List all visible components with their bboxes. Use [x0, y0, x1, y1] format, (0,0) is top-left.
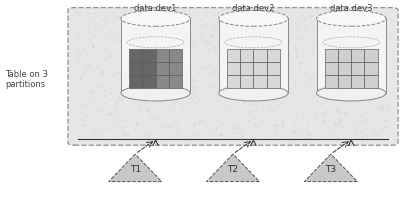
Bar [364, 62, 378, 75]
Text: Table on 3
partitions: Table on 3 partitions [5, 70, 47, 89]
Ellipse shape [121, 85, 190, 101]
Bar [338, 62, 351, 75]
Bar [325, 75, 338, 88]
Bar [169, 62, 182, 75]
Bar [325, 62, 338, 75]
Ellipse shape [219, 85, 288, 101]
Bar [169, 49, 182, 62]
Text: data dev3: data dev3 [330, 5, 373, 13]
Text: data dev1: data dev1 [135, 5, 177, 13]
Bar [240, 75, 254, 88]
Bar [169, 75, 182, 88]
Polygon shape [304, 154, 357, 182]
Text: T3: T3 [325, 165, 337, 174]
Polygon shape [207, 154, 260, 182]
Bar [317, 18, 386, 93]
Bar [240, 49, 254, 62]
Bar [155, 49, 169, 62]
Bar [142, 49, 155, 62]
Text: T2: T2 [227, 165, 238, 174]
Polygon shape [109, 154, 162, 182]
Bar [155, 75, 169, 88]
Ellipse shape [317, 10, 386, 26]
Bar [267, 62, 280, 75]
Bar [219, 18, 288, 93]
Bar [364, 49, 378, 62]
Text: T1: T1 [130, 165, 141, 174]
Bar [351, 62, 364, 75]
Bar [338, 49, 351, 62]
Bar [267, 49, 280, 62]
Text: data dev2: data dev2 [232, 5, 274, 13]
Bar [254, 62, 267, 75]
Bar [155, 62, 169, 75]
Bar [129, 75, 142, 88]
Bar [121, 18, 190, 93]
Ellipse shape [219, 10, 288, 26]
Ellipse shape [121, 10, 190, 26]
Bar [129, 49, 142, 62]
Bar [254, 75, 267, 88]
Bar [267, 75, 280, 88]
FancyBboxPatch shape [68, 8, 398, 145]
Bar [129, 62, 142, 75]
Bar [142, 75, 155, 88]
Bar [351, 75, 364, 88]
Bar [227, 49, 240, 62]
Bar [364, 75, 378, 88]
Bar [227, 62, 240, 75]
Bar [240, 62, 254, 75]
Bar [254, 49, 267, 62]
Bar [338, 75, 351, 88]
Bar [325, 49, 338, 62]
Ellipse shape [317, 85, 386, 101]
Bar [227, 75, 240, 88]
Bar [142, 62, 155, 75]
Bar [351, 49, 364, 62]
